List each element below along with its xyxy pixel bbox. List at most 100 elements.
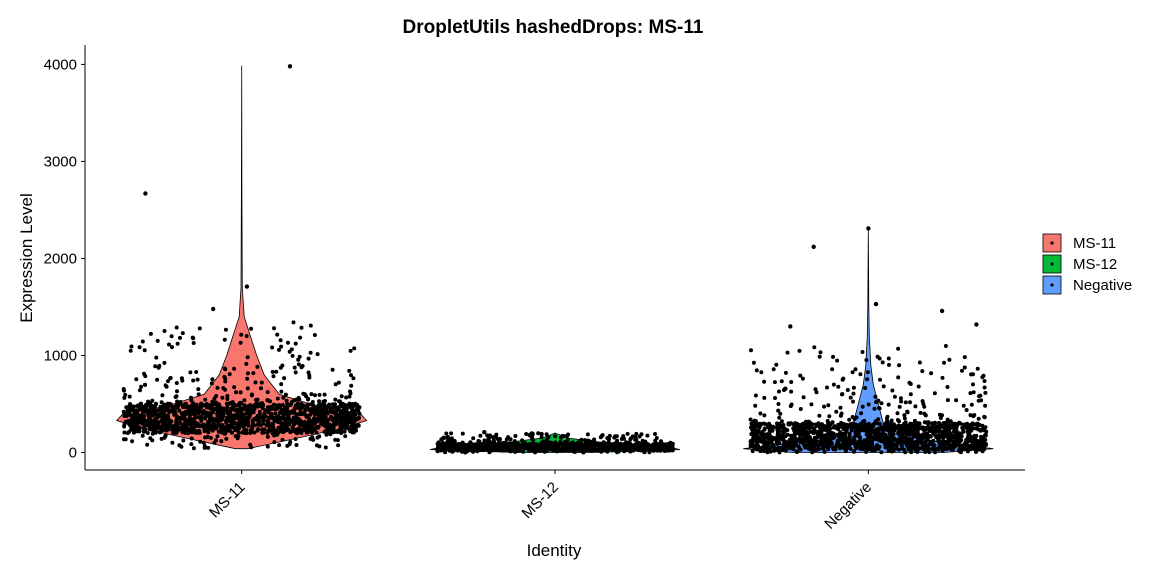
data-point <box>220 417 225 422</box>
data-point <box>142 348 147 353</box>
data-point <box>869 442 874 447</box>
data-point <box>983 425 988 430</box>
data-point <box>191 408 196 413</box>
data-point <box>761 446 766 451</box>
data-point <box>177 443 182 448</box>
data-point <box>445 445 450 450</box>
data-point <box>177 408 182 413</box>
data-point <box>225 405 230 410</box>
data-point <box>179 411 184 416</box>
data-point <box>203 410 208 415</box>
data-point <box>778 411 783 416</box>
data-point <box>897 447 901 452</box>
data-point <box>877 406 882 411</box>
data-point <box>276 414 281 419</box>
data-point <box>901 437 906 442</box>
data-point <box>128 348 133 353</box>
data-point <box>748 444 753 449</box>
data-point <box>569 447 574 452</box>
data-point <box>252 430 257 435</box>
data-point <box>958 421 963 426</box>
data-point <box>777 389 781 394</box>
data-point <box>524 432 529 436</box>
data-point <box>545 446 549 451</box>
data-point <box>897 363 902 368</box>
data-point <box>952 425 956 430</box>
data-point <box>860 350 865 354</box>
data-point <box>278 338 283 343</box>
data-point <box>221 424 226 429</box>
data-point <box>796 429 800 434</box>
data-point <box>978 393 983 398</box>
y-tick-label: 2000 <box>44 250 77 267</box>
data-point <box>854 433 859 438</box>
data-point <box>840 435 845 440</box>
data-point <box>234 390 238 395</box>
data-point <box>328 407 333 412</box>
data-point <box>902 413 907 418</box>
data-point <box>171 431 176 435</box>
data-point <box>148 436 153 441</box>
data-point <box>317 399 321 404</box>
data-point <box>645 433 650 438</box>
data-point <box>181 424 185 429</box>
data-point <box>244 411 249 416</box>
data-point <box>224 436 229 441</box>
data-point <box>265 390 270 395</box>
data-point <box>908 392 913 397</box>
data-point <box>831 354 835 359</box>
data-point <box>865 370 870 375</box>
data-point <box>788 404 793 409</box>
data-point <box>449 445 454 450</box>
data-point <box>789 433 793 438</box>
data-point <box>877 356 882 361</box>
data-point <box>214 394 219 398</box>
data-point <box>792 435 797 440</box>
data-point <box>352 419 357 424</box>
data-point <box>184 425 189 430</box>
data-point <box>599 441 604 446</box>
data-point <box>129 427 134 432</box>
data-point <box>873 419 878 424</box>
data-point <box>325 421 330 426</box>
data-point <box>891 422 896 427</box>
data-point <box>826 447 831 452</box>
data-point <box>799 425 804 430</box>
data-point <box>164 406 169 411</box>
data-point <box>271 374 276 379</box>
data-point <box>273 411 278 416</box>
data-point <box>309 419 313 424</box>
data-point <box>879 450 884 455</box>
data-point <box>334 414 339 419</box>
points-ms-12 <box>435 430 675 455</box>
data-point <box>338 411 343 416</box>
data-point <box>326 405 331 410</box>
data-point <box>782 444 787 449</box>
data-point <box>290 425 295 430</box>
data-point <box>173 422 178 427</box>
data-point <box>962 365 967 370</box>
data-point <box>513 434 518 438</box>
data-point <box>880 360 885 365</box>
data-point <box>129 344 134 349</box>
data-point <box>356 416 361 421</box>
data-point <box>777 450 782 455</box>
data-point <box>195 377 200 382</box>
data-point <box>308 436 313 441</box>
data-point <box>607 433 612 438</box>
data-point <box>549 447 554 452</box>
data-point <box>896 375 901 380</box>
data-point <box>617 446 622 451</box>
data-point <box>194 370 199 374</box>
data-point <box>948 419 953 424</box>
data-point <box>233 408 237 413</box>
data-point <box>968 391 973 396</box>
data-point <box>613 445 618 450</box>
data-point <box>634 437 639 442</box>
data-point <box>326 429 331 434</box>
data-point <box>865 447 870 451</box>
data-point <box>668 446 673 451</box>
data-point <box>167 342 171 347</box>
data-point <box>275 396 280 401</box>
data-point <box>162 414 167 419</box>
